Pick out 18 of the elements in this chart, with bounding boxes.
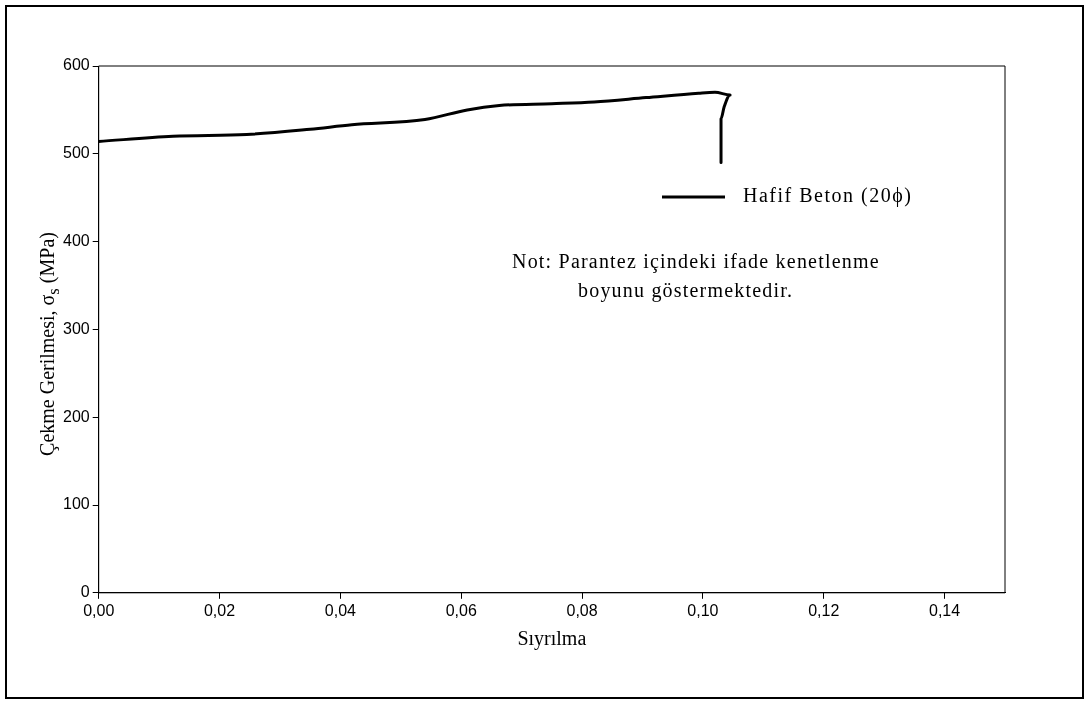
- y-tick-label: 200: [62, 407, 90, 425]
- x-tick-label: 0,10: [687, 601, 719, 619]
- x-tick-label: 0,00: [83, 601, 115, 619]
- annotation: Not: Parantez içindeki ifade kenetlenme boyunu göstermektedir.: [512, 250, 880, 303]
- y-tick-label: 500: [62, 144, 90, 162]
- x-tick-label: 0,08: [566, 601, 598, 619]
- y-tick-label: 0: [80, 583, 90, 601]
- y-tick-label: 300: [62, 319, 90, 337]
- y-tick-label: 100: [62, 495, 90, 513]
- x-axis-title: Sıyrılma: [517, 627, 587, 651]
- x-tick-label: 0,12: [808, 601, 840, 619]
- y-tick-label: 600: [62, 56, 90, 74]
- x-tick-label: 0,04: [324, 601, 357, 619]
- x-tick-label: 0,14: [929, 601, 961, 619]
- x-tick-label: 0,06: [445, 601, 477, 619]
- x-tick-label: 0,02: [203, 601, 236, 619]
- y-tick-label: 400: [62, 232, 90, 250]
- legend-label: Hafif Beton (20ϕ): [743, 184, 913, 208]
